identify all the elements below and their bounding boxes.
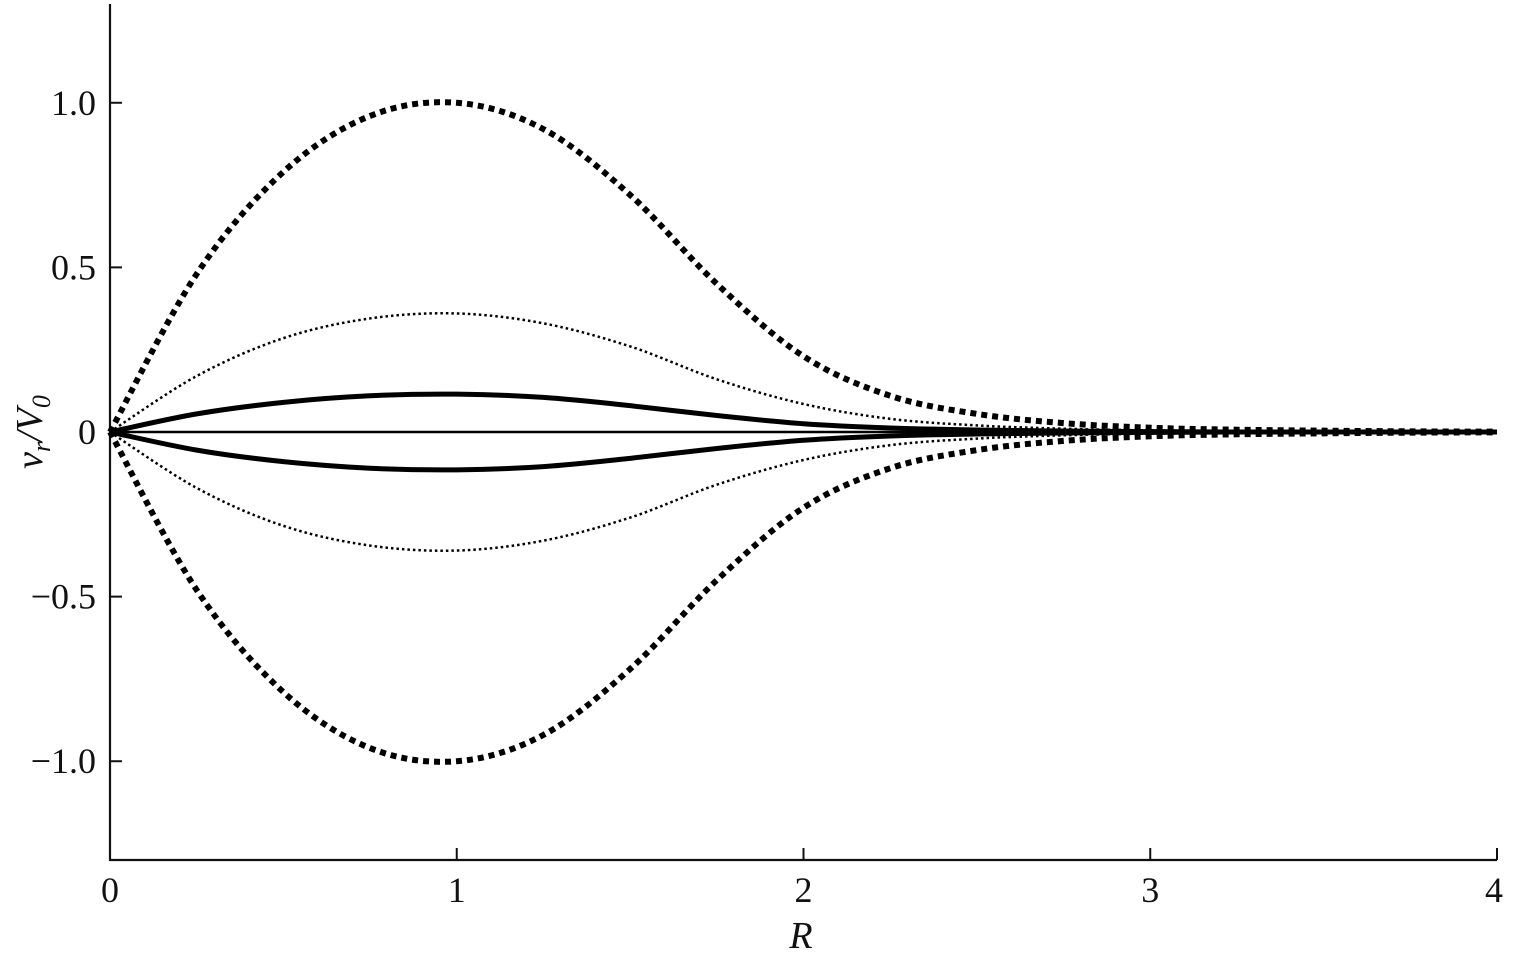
y-tick-label: 0 <box>78 412 96 452</box>
x-ticks: 0 1 2 3 4 <box>101 848 1503 910</box>
y-axis-title-V: V <box>9 404 51 431</box>
series-line-7 <box>107 429 1498 765</box>
series-line-1 <box>107 99 1498 435</box>
x-tick-label: 4 <box>1485 870 1503 910</box>
x-tick-label: 3 <box>1141 870 1159 910</box>
series-group <box>107 99 1498 765</box>
y-tick-label: −1.0 <box>31 741 96 781</box>
series-line-6 <box>109 430 1498 552</box>
y-axis-title-v-sub: r <box>27 441 56 452</box>
series-line-3 <box>109 391 1497 435</box>
x-tick-label: 2 <box>795 870 813 910</box>
y-axis-title: vr/V0 <box>9 395 56 469</box>
y-tick-label: −0.5 <box>31 577 96 617</box>
y-axis-title-v: v <box>9 452 51 469</box>
y-axis-title-V-sub: 0 <box>27 395 56 408</box>
series-line-5 <box>109 429 1497 473</box>
y-tick-label: 0.5 <box>51 247 96 287</box>
y-ticks: 1.0 0.5 0 −0.5 −1.0 <box>31 83 122 781</box>
x-axis-title: R <box>788 915 812 957</box>
x-tick-label: 0 <box>101 870 119 910</box>
y-axis-title-sep: / <box>9 428 51 444</box>
x-tick-label: 1 <box>448 870 466 910</box>
series-line-2 <box>109 312 1498 434</box>
y-tick-label: 1.0 <box>51 83 96 123</box>
